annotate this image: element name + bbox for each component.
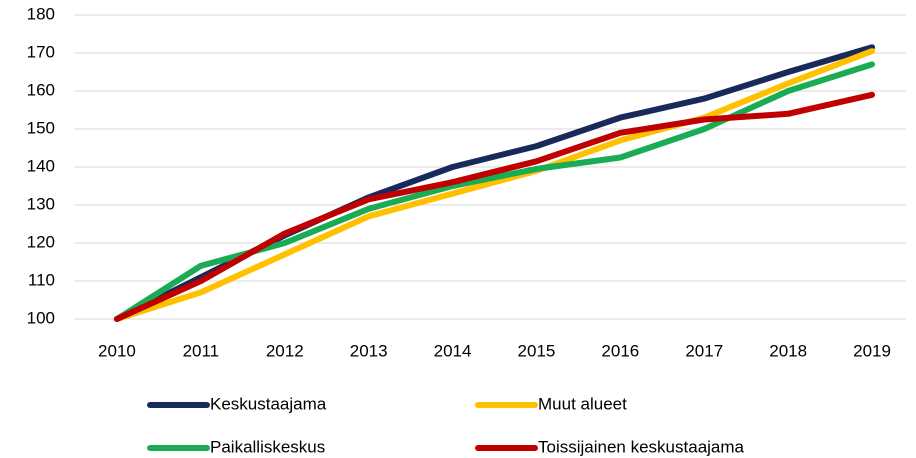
x-tick-label: 2011 (183, 341, 220, 360)
y-tick-label: 180 (27, 4, 55, 23)
y-tick-label: 150 (27, 118, 55, 137)
legend-label: Muut alueet (538, 394, 627, 413)
y-tick-label: 120 (27, 232, 55, 251)
series-line (113, 48, 876, 322)
y-tick-label: 110 (28, 270, 55, 289)
x-tick-label: 2010 (98, 341, 136, 360)
y-tick-label: 100 (27, 308, 55, 327)
x-tick-label: 2018 (769, 341, 807, 360)
legend-label: Paikalliskeskus (210, 437, 325, 456)
x-tick-label: 2015 (518, 341, 556, 360)
x-tick-label: 2017 (685, 341, 723, 360)
x-tick-label: 2016 (601, 341, 639, 360)
legend-label: Toissijainen keskustaajama (538, 437, 745, 456)
y-tick-label: 170 (27, 42, 55, 61)
y-tick-label: 140 (27, 156, 55, 175)
x-tick-label: 2013 (350, 341, 388, 360)
series-line (113, 91, 876, 322)
x-tick-label: 2012 (266, 341, 304, 360)
x-tick-label: 2014 (434, 341, 472, 360)
y-tick-label: 160 (27, 80, 55, 99)
legend-label: Keskustaajama (210, 394, 327, 413)
y-tick-label: 130 (27, 194, 55, 213)
x-tick-label: 2019 (853, 341, 891, 360)
